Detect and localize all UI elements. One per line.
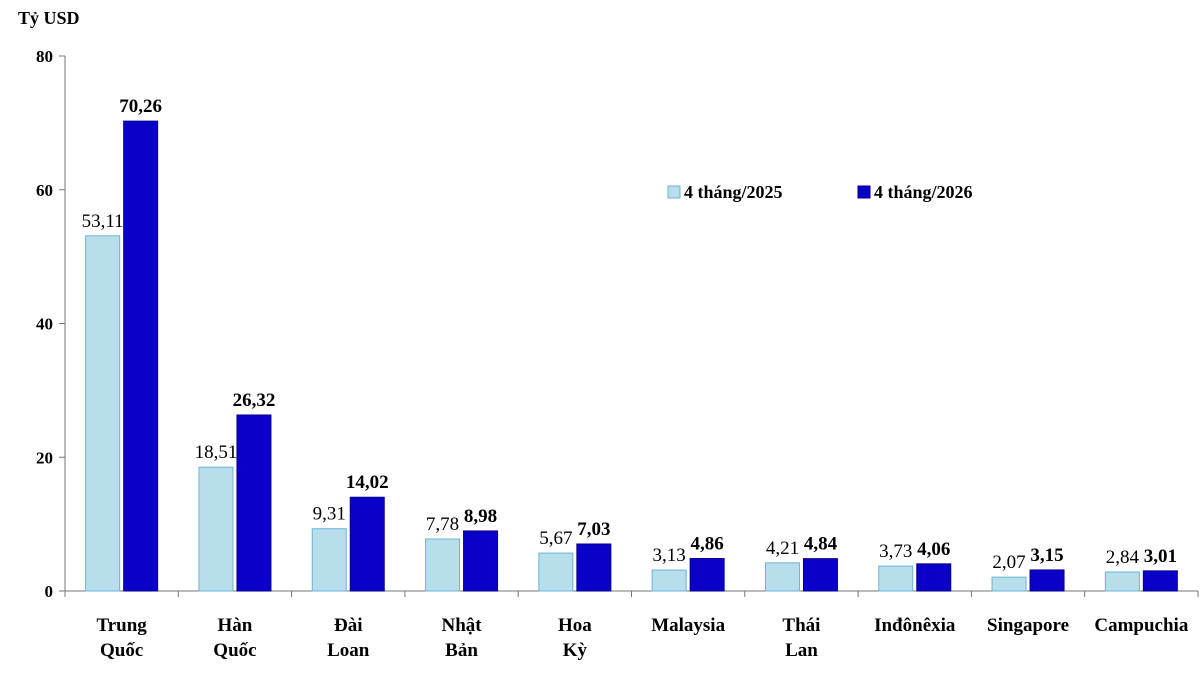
- data-label-2025: 9,31: [313, 504, 346, 525]
- bar-2025: [538, 552, 574, 592]
- bar-2026: [236, 414, 272, 592]
- category-label: Hoa Kỳ: [558, 615, 592, 661]
- y-tick-label: 60: [36, 181, 53, 200]
- bar-2025: [764, 562, 800, 592]
- category-label: Đài Loan: [327, 615, 370, 661]
- legend-swatch: [857, 185, 871, 199]
- data-label-2025: 5,67: [539, 528, 572, 549]
- bar-2026: [916, 563, 952, 592]
- bar-2026: [576, 543, 612, 592]
- data-label-2026: 4,84: [804, 534, 838, 555]
- bar-2026: [1142, 570, 1178, 592]
- data-label-2026: 4,86: [691, 533, 724, 554]
- bar-2026: [349, 496, 385, 592]
- data-label-2025: 3,73: [879, 541, 912, 562]
- legend-label: 4 tháng/2026: [874, 182, 973, 202]
- category-label: Nhật Bản: [441, 615, 482, 661]
- bars: [85, 120, 1178, 592]
- bar-2025: [311, 528, 347, 592]
- data-label-2026: 3,01: [1144, 546, 1177, 567]
- data-label-2025: 4,21: [766, 538, 799, 559]
- data-label-2026: 4,06: [917, 539, 950, 560]
- bar-2025: [651, 569, 687, 592]
- data-label-2026: 3,15: [1030, 545, 1063, 566]
- category-label: Singapore: [987, 615, 1069, 636]
- category-label: Thái Lan: [782, 615, 820, 661]
- data-label-2026: 70,26: [119, 96, 162, 117]
- bar-2025: [991, 576, 1027, 592]
- bar-2026: [1029, 569, 1065, 592]
- bar-2025: [85, 235, 121, 592]
- legend-swatch: [667, 185, 681, 199]
- y-axis-unit-label: Tỷ USD: [18, 8, 80, 28]
- data-label-2026: 8,98: [464, 506, 497, 527]
- data-label-2025: 2,84: [1106, 547, 1140, 568]
- category-label: Campuchia: [1094, 615, 1188, 636]
- y-tick-label: 0: [45, 582, 54, 601]
- bar-2026: [689, 557, 725, 592]
- bar-2025: [1104, 571, 1140, 592]
- category-labels: Trung Quốc Hàn Quốc Đài Loan Nhật Bản Hoa Kỳ Malay…: [96, 615, 1188, 661]
- bar-2025: [878, 565, 914, 592]
- bar-2026: [463, 530, 499, 592]
- category-label: Trung Quốc: [96, 615, 147, 661]
- data-label-2025: 3,13: [653, 545, 686, 566]
- category-label: Hàn Quốc: [213, 615, 256, 661]
- category-label: Malaysia: [651, 615, 725, 636]
- data-label-2025: 2,07: [992, 552, 1025, 573]
- data-label-2026: 26,32: [233, 390, 276, 411]
- data-label-2026: 14,02: [346, 472, 389, 493]
- bar-2026: [123, 120, 159, 592]
- data-label-2026: 7,03: [577, 519, 610, 540]
- data-label-2025: 18,51: [195, 442, 238, 463]
- legend-label: 4 tháng/2025: [684, 182, 783, 202]
- category-label: Inđônêxia: [874, 615, 956, 636]
- legend: 4 tháng/2025 4 tháng/2026: [667, 182, 973, 202]
- y-tick-label: 80: [36, 47, 53, 66]
- y-tick-label: 40: [36, 315, 53, 334]
- data-label-2025: 7,78: [426, 514, 459, 535]
- bar-2026: [802, 558, 838, 592]
- bar-2025: [198, 466, 234, 592]
- y-tick-label: 20: [36, 448, 53, 467]
- data-label-2025: 53,11: [82, 211, 124, 232]
- bar-2025: [425, 538, 461, 592]
